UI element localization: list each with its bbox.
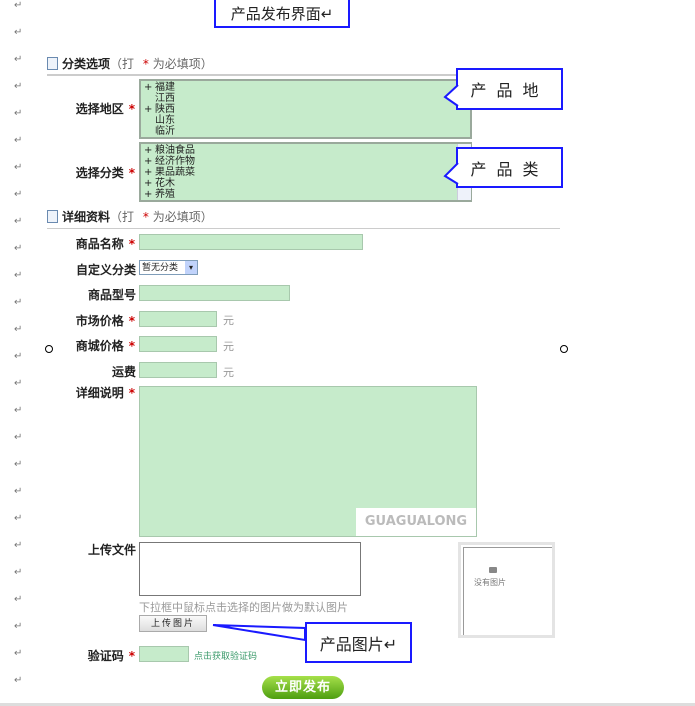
no-image-text: 没有图片 <box>474 578 506 587</box>
category-listbox[interactable]: + 粮油食品 + 经济作物 + 果品蔬菜 + 花木 + 养殖 <box>139 142 472 202</box>
upload-hint: 下拉框中鼠标点击选择的图片做为默认图片 <box>139 601 348 614</box>
paragraph-mark: ↵ <box>14 81 23 92</box>
resize-handle[interactable] <box>45 345 53 353</box>
callout-origin: 产品地 <box>456 68 563 110</box>
paragraph-mark: ↵ <box>14 351 23 362</box>
list-item[interactable]: + 陕西 <box>144 104 175 115</box>
paragraph-mark: ↵ <box>14 243 23 254</box>
model-label: 商品型号 <box>87 288 136 302</box>
shipping-input[interactable] <box>139 362 217 378</box>
mall-price-input[interactable] <box>139 336 217 352</box>
list-item[interactable]: 江西 <box>155 93 175 104</box>
unit: 元 <box>223 314 234 327</box>
upload-label: 上传文件 <box>87 543 136 557</box>
paragraph-mark: ↵ <box>14 189 23 200</box>
paragraph-mark: ↵ <box>14 135 23 146</box>
unit: 元 <box>223 366 234 379</box>
captcha-input[interactable] <box>139 646 189 662</box>
divider <box>47 74 560 76</box>
callout-category: 产品类 <box>456 147 563 188</box>
unit: 元 <box>223 340 234 353</box>
market-price-label: 市场价格 * <box>75 314 135 328</box>
list-item[interactable]: + 花木 <box>144 178 175 189</box>
watermark: GUAGUALONG <box>356 508 476 536</box>
model-input[interactable] <box>139 285 290 301</box>
section-title: 分类选项 <box>62 57 111 71</box>
resize-handle[interactable] <box>560 345 568 353</box>
paragraph-mark: ↵ <box>14 540 23 551</box>
list-item[interactable]: 临沂 <box>155 126 175 137</box>
region-label: 选择地区 * <box>75 102 135 116</box>
camera-icon <box>489 567 497 573</box>
required-star: * <box>142 210 149 224</box>
region-listbox[interactable]: + 福建 江西 + 陕西 山东 临沂 <box>139 79 472 139</box>
custom-category-select[interactable]: 暂无分类 ▾ <box>139 260 198 275</box>
bottom-border <box>0 703 695 706</box>
paragraph-mark: ↵ <box>14 270 23 281</box>
note: 为必填项） <box>152 57 213 71</box>
description-textarea[interactable]: GUAGUALONG <box>139 386 477 537</box>
callout-image: 产品图片↵ <box>305 622 412 663</box>
paragraph-mark: ↵ <box>14 675 23 686</box>
paragraph-mark: ↵ <box>14 594 23 605</box>
list-item[interactable]: + 果品蔬菜 <box>144 167 195 178</box>
paragraph-mark: ↵ <box>14 162 23 173</box>
list-item[interactable]: + 养殖 <box>144 189 175 200</box>
divider <box>47 228 560 229</box>
paragraph-mark: ↵ <box>14 513 23 524</box>
callout-pointer <box>212 624 306 642</box>
category-label: 选择分类 * <box>75 166 135 180</box>
paragraph-mark: ↵ <box>14 459 23 470</box>
mall-price-label: 商城价格 * <box>75 339 135 353</box>
paragraph-mark: ↵ <box>14 405 23 416</box>
title-box: 产品发布界面↵ <box>214 0 350 28</box>
section-title: 详细资料 <box>62 210 111 224</box>
paragraph-mark: ↵ <box>14 54 23 65</box>
get-captcha-link[interactable]: 点击获取验证码 <box>194 652 258 662</box>
note: 为必填项） <box>152 210 213 224</box>
submit-button[interactable]: 立即发布 <box>262 676 344 699</box>
section-classification: 分类选项（打 * 为必填项） <box>47 55 213 72</box>
shipping-label: 运费 <box>111 365 136 379</box>
paragraph-mark: ↵ <box>14 648 23 659</box>
market-price-input[interactable] <box>139 311 217 327</box>
upload-image-button[interactable]: 上传图片 <box>139 615 207 632</box>
upload-list[interactable] <box>139 542 361 596</box>
note: （打 <box>110 57 135 71</box>
paragraph-mark: ↵ <box>14 486 23 497</box>
captcha-label: 验证码 * <box>87 649 135 663</box>
paragraph-mark: ↵ <box>14 378 23 389</box>
description-label: 详细说明 * <box>75 386 135 400</box>
paragraph-mark: ↵ <box>14 432 23 443</box>
paragraph-mark: ↵ <box>14 216 23 227</box>
paragraph-mark: ↵ <box>14 108 23 119</box>
document-icon <box>47 210 58 223</box>
paragraph-mark: ↵ <box>14 567 23 578</box>
custom-category-label: 自定义分类 <box>75 263 136 277</box>
paragraph-mark: ↵ <box>14 621 23 632</box>
list-item[interactable]: + 经济作物 <box>144 156 195 167</box>
paragraph-mark: ↵ <box>14 0 23 11</box>
note: （打 <box>110 210 135 224</box>
list-item[interactable]: + 福建 <box>144 82 175 93</box>
name-input[interactable] <box>139 234 363 250</box>
required-star: * <box>142 57 149 71</box>
paragraph-mark: ↵ <box>14 324 23 335</box>
list-item[interactable]: + 粮油食品 <box>144 145 195 156</box>
section-details: 详细资料（打 * 为必填项） <box>47 208 213 225</box>
image-preview: 没有图片 <box>458 542 555 638</box>
document-icon <box>47 57 58 70</box>
chevron-down-icon: ▾ <box>185 261 197 274</box>
name-label: 商品名称 * <box>75 237 135 251</box>
paragraph-mark: ↵ <box>14 297 23 308</box>
paragraph-mark: ↵ <box>14 27 23 38</box>
list-item[interactable]: 山东 <box>155 115 175 126</box>
callout-pointers <box>443 84 459 185</box>
